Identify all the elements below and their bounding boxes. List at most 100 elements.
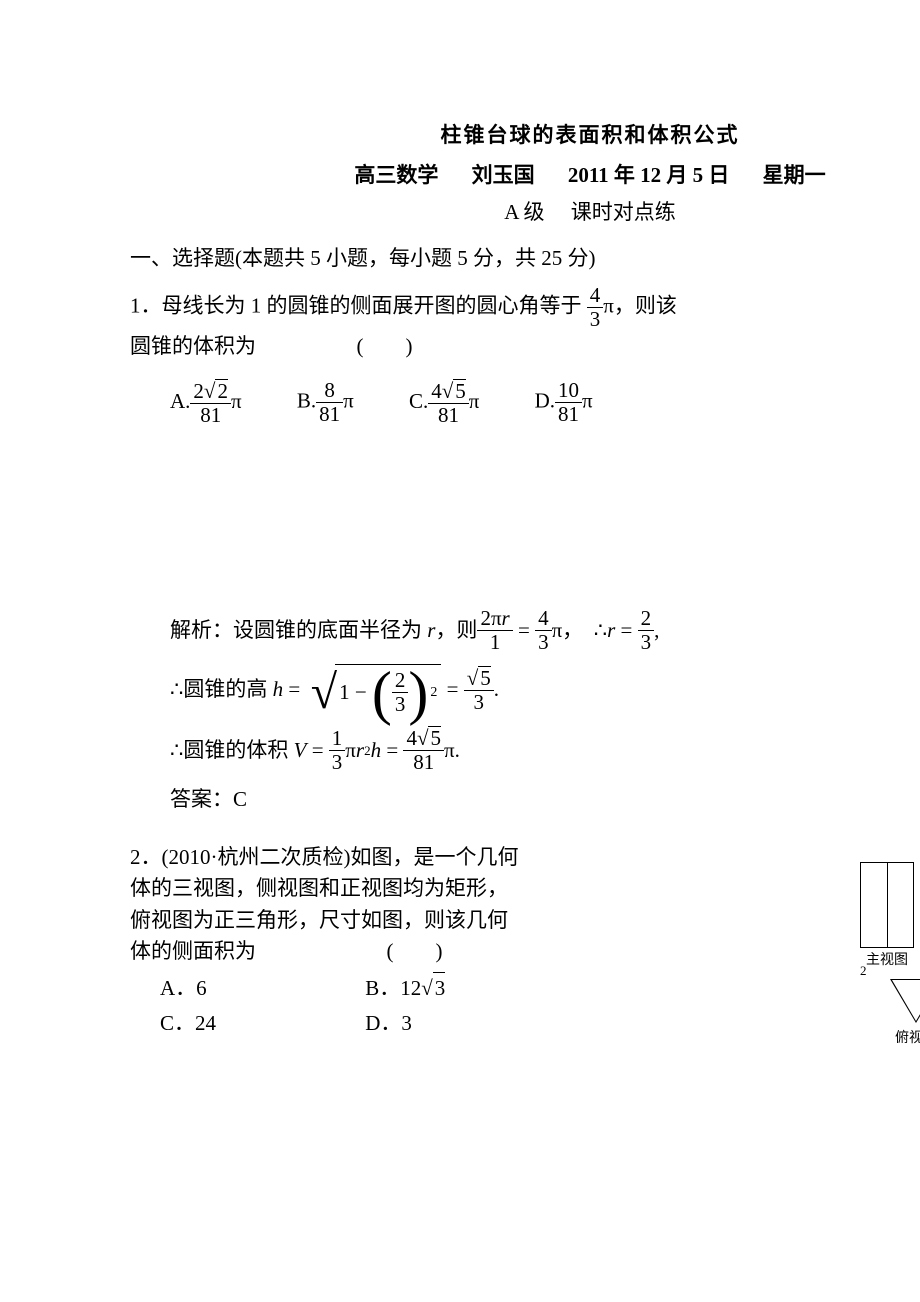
q2-l3: 俯视图为正三角形，尺寸如图，则该几何	[130, 905, 850, 937]
period-1: .	[494, 674, 499, 706]
q1b-num: 8	[316, 379, 343, 403]
q1a-rad: 2	[215, 379, 228, 403]
q1-answer: 答案：C	[170, 784, 920, 816]
minus: −	[355, 677, 367, 709]
doc-title: 柱锥台球的表面积和体积公式	[130, 120, 920, 152]
third-num: 1	[329, 727, 346, 751]
sq-exp: 2	[430, 682, 437, 703]
doc-subtitle: 高三数学 刘玉国 2011 年 12 月 5 日 星期一	[130, 160, 920, 192]
q1-opt-c: C. 4√5 81 π	[409, 379, 479, 427]
req-den: 3	[638, 631, 655, 654]
q1-frac-num: 4	[587, 284, 604, 308]
q2: 2．(2010·杭州二次质检)如图，是一个几何 体的三视图，侧视图和正视图均为矩…	[130, 842, 920, 1050]
inner-den: 3	[392, 693, 409, 716]
q2-l2: 体的三视图，侧视图和正视图均为矩形，	[130, 873, 850, 905]
q1c-rad: 5	[453, 379, 466, 403]
q1c-den: 81	[428, 404, 469, 427]
q1-opt-d: D. 10 81 π	[535, 379, 593, 426]
q2-opt-b: B．12√3	[365, 972, 565, 1005]
q1-stem-c: 圆锥的体积为	[130, 334, 256, 358]
q2-opt-c: C．24	[160, 1008, 360, 1040]
sol-l3a: 圆锥的体积	[183, 735, 288, 767]
level-row: A 级 课时对点练	[130, 197, 920, 229]
sol-label: 解析：	[170, 615, 233, 647]
q1d-num: 10	[555, 379, 582, 403]
answer-val: C	[233, 787, 247, 811]
top-view-triangle	[890, 979, 920, 1023]
var-r: r	[427, 615, 435, 647]
eq-2: =	[447, 674, 459, 706]
q1-opt-b: B. 8 81 π	[297, 379, 354, 426]
q2-b-rad: 3	[433, 972, 446, 1005]
period-2: .	[455, 735, 460, 767]
tri-dim: 2	[860, 961, 867, 981]
q1-stem-a: 1．母线长为 1 的圆锥的侧面展开图的圆心角等于	[130, 293, 582, 317]
author: 刘玉国	[472, 163, 535, 187]
eq-1: =	[288, 674, 300, 706]
three-views-figure: 主视图 ⟵√3⟶ 4 左视图 2 俯视图	[860, 822, 920, 1050]
level: A 级	[504, 200, 544, 224]
weekday: 星期一	[763, 163, 826, 187]
sol-l2a: 圆锥的高	[183, 674, 267, 706]
fin-num: 4	[406, 726, 417, 750]
inner-num: 2	[392, 669, 409, 693]
req-num: 2	[638, 607, 655, 631]
var-V: V	[294, 735, 307, 767]
one: 1	[339, 677, 350, 709]
section-heading: 一、选择题(本题共 5 小题，每小题 5 分，共 25 分)	[130, 243, 920, 275]
front-view-box: 主视图	[860, 862, 914, 971]
date: 2011 年 12 月 5 日	[568, 163, 730, 187]
eq1-rhs-den: 3	[535, 631, 552, 654]
q1a-den: 81	[190, 404, 231, 427]
res-rad: 5	[478, 666, 491, 690]
q2-l4: 体的侧面积为	[130, 939, 256, 963]
eq-4: =	[386, 735, 398, 767]
fin-den: 81	[403, 751, 444, 774]
q2-opt-a: A．6	[160, 973, 360, 1005]
therefore-2: ∴	[170, 674, 183, 706]
q2-l1: 2．(2010·杭州二次质检)如图，是一个几何	[130, 842, 850, 874]
front-label: 主视图	[860, 950, 914, 971]
q1-paren: ( )	[357, 334, 413, 358]
big-sqrt: √ 1 − ( 2 3 ) 2	[311, 664, 442, 716]
fin-rad: 5	[428, 726, 441, 750]
eq1-lhs-num: 2π	[480, 606, 501, 630]
var-r-2: r	[502, 606, 510, 630]
q1-frac-den: 3	[587, 308, 604, 331]
q1-solution: 解析： 设圆锥的底面半径为 r ，则 2πr 1 = 4 3 π， ∴ r = …	[170, 607, 920, 775]
sol-l1c: π，	[552, 615, 584, 647]
var-h-2: h	[371, 735, 382, 767]
q1-stem: 1．母线长为 1 的圆锥的侧面展开图的圆心角等于 4 3 π，则该	[130, 284, 920, 331]
therefore-1: ∴	[594, 615, 607, 647]
res-den: 3	[464, 691, 494, 714]
var-h: h	[273, 674, 284, 706]
q1d-den: 81	[555, 403, 582, 426]
top-label: 俯视图	[866, 1028, 920, 1049]
subject: 高三数学	[354, 163, 438, 187]
q1-options: A. 2√2 81 π B. 8 81 π C. 4√5 81 π D. 10 …	[170, 379, 920, 427]
level-desc: 课时对点练	[571, 200, 676, 224]
eq1-rhs-num: 4	[535, 607, 552, 631]
front-view	[860, 862, 914, 948]
answer-label: 答案：	[170, 787, 233, 811]
third-den: 3	[329, 751, 346, 774]
q1-opt-a: A. 2√2 81 π	[170, 379, 242, 427]
sol-l1a: 设圆锥的底面半径为	[233, 615, 422, 647]
q1-stem-c-row: 圆锥的体积为 ( )	[130, 331, 920, 363]
q1b-den: 81	[316, 403, 343, 426]
q1-stem-b: π，则该	[603, 293, 677, 317]
therefore-3: ∴	[170, 735, 183, 767]
q2-paren: ( )	[387, 939, 443, 963]
q1a-num: 2	[193, 379, 204, 403]
comma-1: ,	[654, 615, 659, 647]
eq1-lhs-den: 1	[477, 631, 512, 654]
var-r-4: r	[356, 735, 364, 767]
top-view-box: 2 俯视图	[866, 979, 920, 1050]
sol-l1b: ，则	[435, 615, 477, 647]
front-midline	[887, 863, 888, 947]
var-r-3: r	[607, 615, 615, 647]
q1-frac: 4 3	[587, 284, 604, 331]
pi: π	[345, 735, 356, 767]
eq-3: =	[312, 735, 324, 767]
q2-opt-d: D．3	[365, 1008, 565, 1040]
